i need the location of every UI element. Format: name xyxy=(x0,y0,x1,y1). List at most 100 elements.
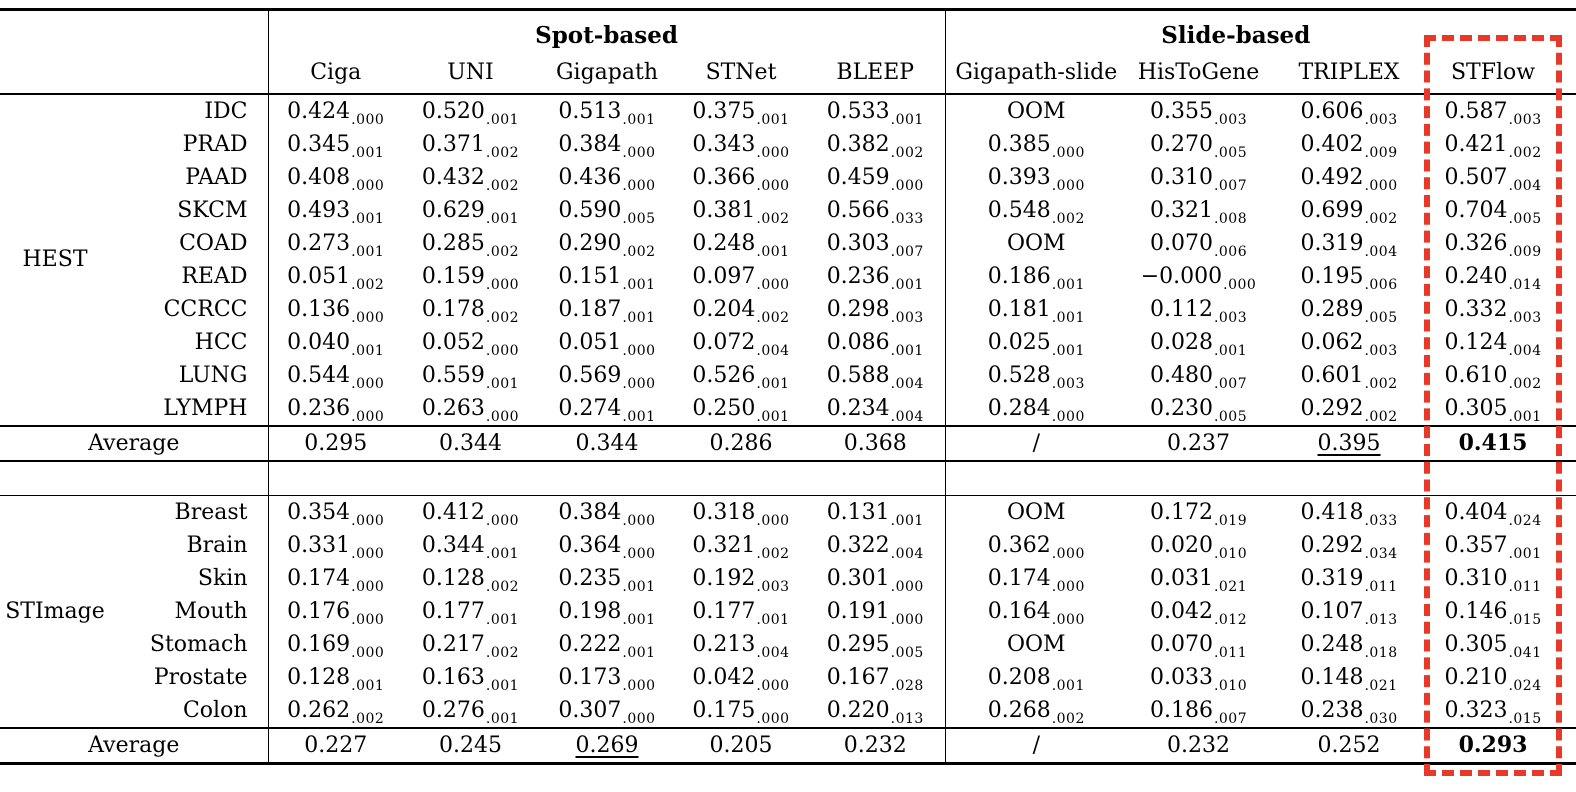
corner-cell xyxy=(0,53,269,95)
value-cell: 0.493.001 xyxy=(268,194,403,227)
value-text: 0.520 xyxy=(421,98,485,124)
section-label-hest: HEST xyxy=(22,247,88,272)
group-header-slide-based: Slide-based xyxy=(1161,22,1311,49)
value-cell: 0.131.001 xyxy=(806,495,946,529)
value-cell: 0.331.000 xyxy=(268,529,403,562)
value-stddev-subscript: .001 xyxy=(485,611,520,628)
average-label: Average xyxy=(0,425,269,461)
value-cell: 0.587.003 xyxy=(1428,94,1576,128)
value-stddev-subscript: .002 xyxy=(756,210,790,227)
value-stddev-subscript: .000 xyxy=(756,177,790,194)
value-stddev-subscript: .000 xyxy=(351,512,385,529)
value-stddev-subscript: .002 xyxy=(485,578,520,595)
value-text: 0.493 xyxy=(287,197,351,223)
value-cell: 0.569.000 xyxy=(538,359,676,392)
value-cell: 0.368 xyxy=(806,425,946,461)
value-text: 0.404 xyxy=(1444,499,1508,525)
value-stddev-subscript: .001 xyxy=(351,210,385,227)
value-stddev-subscript: .001 xyxy=(485,375,520,392)
value-cell: 0.384.000 xyxy=(538,128,676,161)
value-stddev-subscript: .000 xyxy=(756,512,790,529)
value-text: 0.344 xyxy=(439,430,502,456)
column-header-stflow: STFlow xyxy=(1428,53,1576,95)
dataset-label: READ xyxy=(110,260,269,293)
value-stddev-subscript: .000 xyxy=(890,611,924,628)
value-text: 0.175 xyxy=(692,697,756,723)
value-text: 0.436 xyxy=(558,164,622,190)
value-text: 0.385 xyxy=(987,131,1051,157)
value-cell: 0.357.001 xyxy=(1428,529,1576,562)
value-stddev-subscript: .000 xyxy=(351,644,385,661)
value-stddev-subscript: .001 xyxy=(622,408,656,425)
value-stddev-subscript: .002 xyxy=(485,243,520,260)
value-stddev-subscript: .003 xyxy=(1213,111,1248,128)
value-text: 0.285 xyxy=(421,230,485,256)
value-cell: 0.148.021 xyxy=(1270,661,1428,694)
value-cell: 0.526.001 xyxy=(676,359,806,392)
value-cell: 0.176.000 xyxy=(268,595,403,628)
value-text: 0.331 xyxy=(287,532,351,558)
value-cell: 0.381.002 xyxy=(676,194,806,227)
value-cell: 0.173.000 xyxy=(538,661,676,694)
value-stddev-subscript: .002 xyxy=(890,144,924,161)
value-cell: 0.382.002 xyxy=(806,128,946,161)
value-text: 0.040 xyxy=(287,329,351,355)
value-text: 0.289 xyxy=(1300,296,1364,322)
value-text: 0.293 xyxy=(1458,732,1528,758)
value-cell: 0.174.000 xyxy=(945,562,1127,595)
value-cell: 0.146.015 xyxy=(1428,595,1576,628)
value-cell: 0.284.000 xyxy=(945,392,1127,426)
value-cell: 0.548.002 xyxy=(945,194,1127,227)
value-stddev-subscript: .000 xyxy=(351,177,385,194)
value-stddev-subscript: .004 xyxy=(1508,342,1542,359)
value-cell: 0.174.000 xyxy=(268,562,403,595)
value-text: 0.159 xyxy=(421,263,485,289)
value-stddev-subscript: .000 xyxy=(485,408,520,425)
table-row: Prostate 0.128.001 0.163.001 0.173.000 0.042… xyxy=(0,661,1576,694)
value-stddev-subscript: .007 xyxy=(1213,177,1248,194)
value-stddev-subscript: .005 xyxy=(1213,408,1248,425)
value-cell: 0.232 xyxy=(806,727,946,765)
value-text: 0.319 xyxy=(1300,230,1364,256)
value-stddev-subscript: .002 xyxy=(1364,210,1398,227)
table-row: STImage Breast 0.354.000 0.412.000 0.384.000… xyxy=(0,495,1576,622)
value-stddev-subscript: .001 xyxy=(351,677,385,694)
value-stddev-subscript: .015 xyxy=(1508,611,1542,628)
value-stddev-subscript: .001 xyxy=(1508,408,1542,425)
value-text: −0.000 xyxy=(1140,263,1223,289)
value-text: 0.629 xyxy=(421,197,485,223)
value-cell: 0.533.001 xyxy=(806,94,946,128)
value-cell: 0.051.002 xyxy=(268,260,403,293)
value-stddev-subscript: .009 xyxy=(1364,144,1398,161)
value-cell: 0.033.010 xyxy=(1127,661,1270,694)
value-text: 0.236 xyxy=(287,395,351,421)
value-cell: 0.344 xyxy=(403,425,538,461)
value-stddev-subscript: .000 xyxy=(622,342,656,359)
value-stddev-subscript: .004 xyxy=(890,545,924,562)
value-text: 0.292 xyxy=(1300,395,1364,421)
value-text: 0.276 xyxy=(421,697,485,723)
value-cell: OOM xyxy=(945,227,1127,260)
value-text: 0.418 xyxy=(1300,499,1364,525)
value-text: 0.269 xyxy=(575,732,639,758)
value-stddev-subscript: .000 xyxy=(351,408,385,425)
value-cell: 0.164.000 xyxy=(945,595,1127,628)
value-stddev-subscript: .003 xyxy=(1213,309,1248,326)
value-cell: 0.321.002 xyxy=(676,529,806,562)
value-text: 0.237 xyxy=(1167,430,1231,456)
dataset-label: PRAD xyxy=(110,128,269,161)
value-cell: 0.544.000 xyxy=(268,359,403,392)
value-stddev-subscript: .000 xyxy=(351,545,385,562)
value-text: 0.292 xyxy=(1300,532,1364,558)
value-stddev-subscript: .021 xyxy=(1213,578,1248,595)
value-cell: 0.167.028 xyxy=(806,661,946,694)
dataset-label: CCRCC xyxy=(110,293,269,326)
value-stddev-subscript: .001 xyxy=(756,375,790,392)
value-text: 0.164 xyxy=(987,598,1051,624)
dataset-label: COAD xyxy=(110,227,269,260)
value-cell: 0.136.000 xyxy=(268,293,403,326)
value-cell: 0.269 xyxy=(538,727,676,765)
value-cell: 0.310.007 xyxy=(1127,161,1270,194)
value-text: 0.344 xyxy=(575,430,639,456)
value-text: 0.323 xyxy=(1444,697,1508,723)
